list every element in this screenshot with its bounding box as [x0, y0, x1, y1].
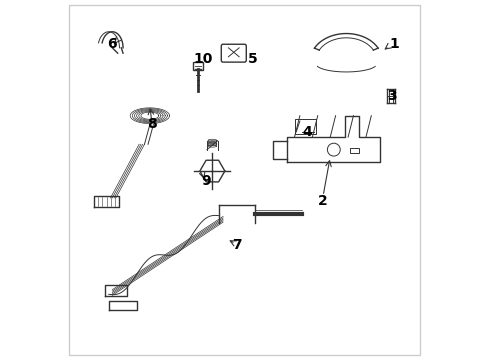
Text: 9: 9	[201, 174, 211, 188]
Text: 1: 1	[389, 37, 399, 51]
Text: 6: 6	[106, 37, 116, 51]
Text: 2: 2	[317, 194, 326, 208]
Text: 7: 7	[231, 238, 241, 252]
Text: 4: 4	[302, 125, 312, 139]
Text: 10: 10	[193, 51, 213, 66]
Text: 8: 8	[146, 117, 156, 131]
Text: 3: 3	[386, 89, 396, 103]
Text: 5: 5	[247, 51, 257, 66]
FancyBboxPatch shape	[193, 62, 203, 69]
